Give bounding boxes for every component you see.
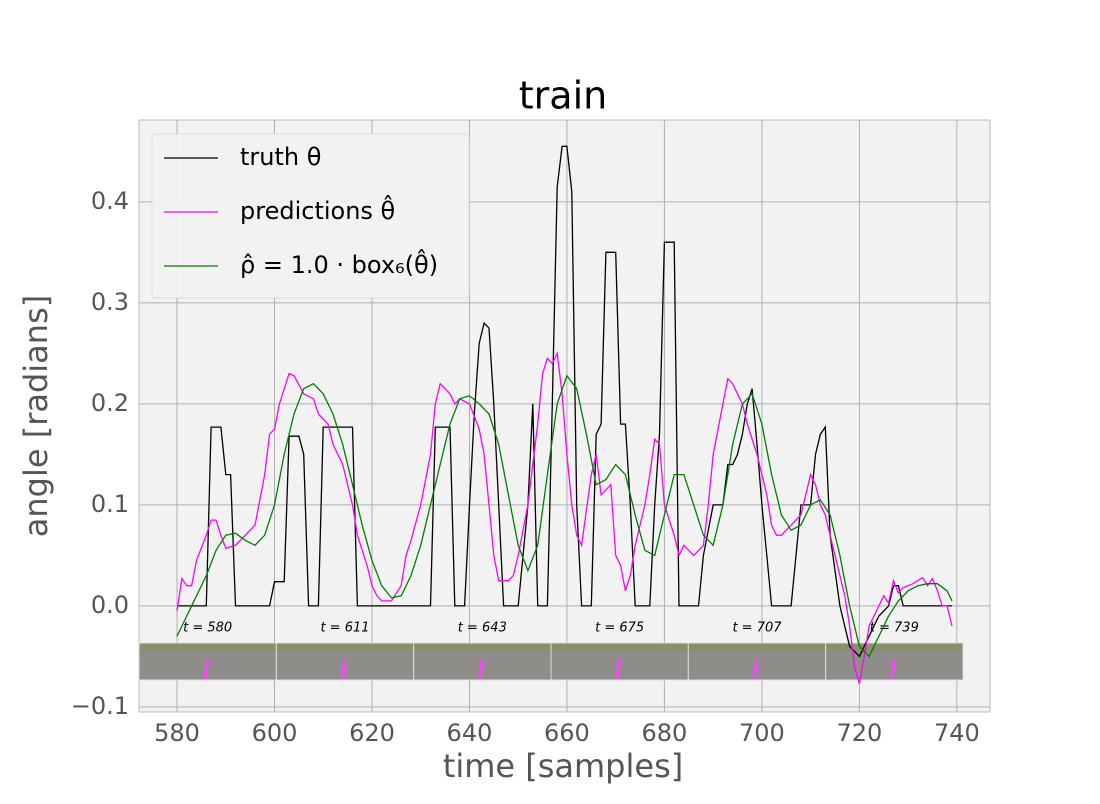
x-tick-label: 580 (154, 719, 200, 747)
x-tick-label: 700 (739, 719, 785, 747)
legend-label: ρ̂ = 1.0 · box₆(θ̂) (240, 249, 438, 279)
thumbnail-label: t = 611 (320, 621, 369, 636)
x-tick-label: 620 (349, 719, 395, 747)
y-tick-label: 0.1 (91, 490, 129, 518)
legend-box (151, 133, 470, 299)
thumbnail-marker (752, 659, 759, 681)
series-line (177, 145, 952, 658)
chart-title: train (519, 74, 607, 118)
thumbnail-label: t = 707 (732, 621, 782, 636)
thumbnail-label: t = 675 (595, 621, 644, 636)
thumbnail-sky (551, 643, 689, 653)
y-tick-label: 0.2 (91, 389, 129, 417)
x-tick-label: 740 (934, 719, 980, 747)
thumbnail-marker (615, 659, 622, 681)
x-tick-label: 660 (544, 719, 590, 747)
thumbnail-sky (825, 643, 963, 653)
lines (176, 145, 953, 684)
thumbnail-sky (139, 643, 277, 653)
x-tick-label: 640 (447, 719, 493, 747)
x-tick-label: 680 (642, 719, 688, 747)
legend-label: truth θ (240, 143, 321, 171)
thumbnail-marker (340, 659, 347, 681)
thumbnail-sky (688, 643, 826, 653)
y-tick-label: −0.1 (71, 692, 129, 720)
thumbnails: t = 580 t = 611 t = 643 t = 675 t = 707 t = 7… (138, 621, 964, 681)
x-tick-label: 720 (836, 719, 882, 747)
thumbnail-sky (413, 643, 551, 653)
thumbnail-label: t = 739 (870, 621, 919, 636)
legend-label: predictions θ̂ (240, 195, 395, 225)
series-line (176, 374, 953, 658)
y-tick-label: 0.3 (91, 288, 129, 316)
thumbnail-label: t = 580 (183, 621, 232, 636)
legend: truth θ predictions θ̂ ρ̂ = 1.0 · box₆(θ̂) (151, 133, 470, 299)
y-tick-label: 0.4 (91, 187, 129, 215)
thumbnail-marker (203, 659, 210, 681)
y-axis-label: angle [radians] (17, 295, 55, 537)
thumbnail-border (825, 642, 964, 681)
series-line (176, 351, 953, 684)
thumbnail-label: t = 643 (458, 621, 507, 636)
thumbnail-marker (890, 659, 896, 681)
x-axis-label: time [samples] (443, 747, 683, 785)
thumbnail-marker (478, 659, 484, 681)
y-tick-label: 0.0 (91, 591, 129, 619)
thumbnail-sky (276, 643, 414, 653)
x-tick-label: 600 (252, 719, 298, 747)
